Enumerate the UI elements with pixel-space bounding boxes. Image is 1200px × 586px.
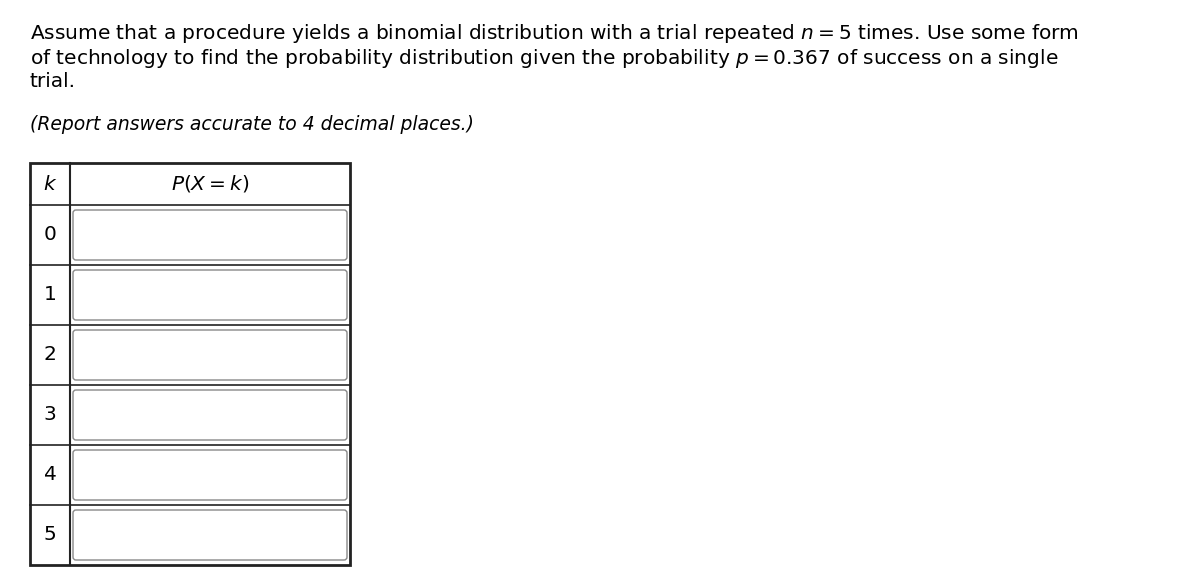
Text: 3: 3 xyxy=(43,406,56,424)
Text: (Report answers accurate to 4 decimal places.): (Report answers accurate to 4 decimal pl… xyxy=(30,115,474,134)
FancyBboxPatch shape xyxy=(73,510,347,560)
Bar xyxy=(30,163,350,565)
Text: $k$: $k$ xyxy=(43,175,58,193)
FancyBboxPatch shape xyxy=(73,390,347,440)
Text: 1: 1 xyxy=(43,285,56,305)
Text: 5: 5 xyxy=(43,526,56,544)
Text: 0: 0 xyxy=(43,226,56,244)
Text: Assume that a procedure yields a binomial distribution with a trial repeated $n : Assume that a procedure yields a binomia… xyxy=(30,22,1079,45)
Text: trial.: trial. xyxy=(30,72,76,91)
Text: of technology to find the probability distribution given the probability $p = 0.: of technology to find the probability di… xyxy=(30,47,1058,70)
Text: $P(X = k)$: $P(X = k)$ xyxy=(170,173,250,195)
FancyBboxPatch shape xyxy=(73,210,347,260)
Text: 2: 2 xyxy=(43,346,56,364)
FancyBboxPatch shape xyxy=(73,330,347,380)
FancyBboxPatch shape xyxy=(73,270,347,320)
FancyBboxPatch shape xyxy=(73,450,347,500)
Text: 4: 4 xyxy=(43,465,56,485)
